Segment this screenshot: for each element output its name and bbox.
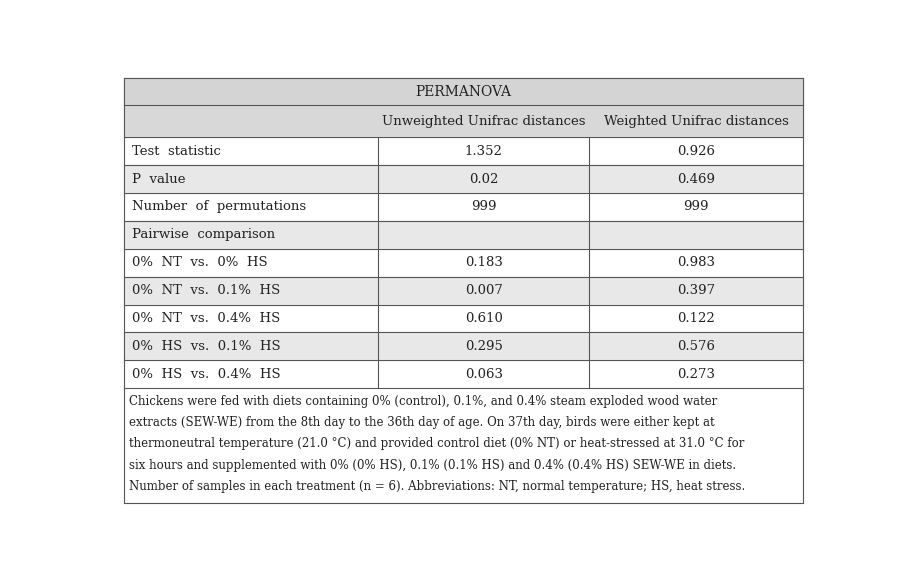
Text: 0.273: 0.273 <box>676 368 714 381</box>
Bar <box>124 388 802 503</box>
Text: Unweighted Unifrac distances: Unweighted Unifrac distances <box>381 115 585 128</box>
Text: P  value: P value <box>132 172 185 186</box>
Text: thermoneutral temperature (21.0 °C) and provided control diet (0% NT) or heat-st: thermoneutral temperature (21.0 °C) and … <box>129 438 744 450</box>
Text: Chickens were fed with diets containing 0% (control), 0.1%, and 0.4% steam explo: Chickens were fed with diets containing … <box>129 395 717 408</box>
Text: 0.469: 0.469 <box>676 172 714 186</box>
Text: 999: 999 <box>470 201 496 213</box>
Text: 0%  NT  vs.  0.4%  HS: 0% NT vs. 0.4% HS <box>132 312 280 325</box>
Text: Number of samples in each treatment (n = 6). Abbreviations: NT, normal temperatu: Number of samples in each treatment (n =… <box>129 480 745 493</box>
Text: Number  of  permutations: Number of permutations <box>132 201 306 213</box>
Text: Test  statistic: Test statistic <box>132 145 220 158</box>
Bar <box>124 249 802 277</box>
Text: six hours and supplemented with 0% (0% HS), 0.1% (0.1% HS) and 0.4% (0.4% HS) SE: six hours and supplemented with 0% (0% H… <box>129 459 735 471</box>
Text: 0.007: 0.007 <box>464 284 502 297</box>
Text: 0.397: 0.397 <box>676 284 714 297</box>
Text: 0.983: 0.983 <box>676 256 714 269</box>
Bar <box>124 105 802 137</box>
Bar <box>124 78 802 105</box>
Text: Weighted Unifrac distances: Weighted Unifrac distances <box>603 115 787 128</box>
Bar <box>124 305 802 332</box>
Text: 0.122: 0.122 <box>676 312 714 325</box>
Text: 0.576: 0.576 <box>676 340 714 353</box>
Text: 0%  HS  vs.  0.1%  HS: 0% HS vs. 0.1% HS <box>132 340 280 353</box>
Text: 0.063: 0.063 <box>464 368 502 381</box>
Text: Pairwise  comparison: Pairwise comparison <box>132 228 275 242</box>
Text: 0.610: 0.610 <box>464 312 502 325</box>
Text: 0%  HS  vs.  0.4%  HS: 0% HS vs. 0.4% HS <box>132 368 280 381</box>
Text: PERMANOVA: PERMANOVA <box>414 85 511 98</box>
Bar <box>124 193 802 221</box>
Text: extracts (SEW-WE) from the 8th day to the 36th day of age. On 37th day, birds we: extracts (SEW-WE) from the 8th day to th… <box>129 416 714 429</box>
Bar <box>124 137 802 165</box>
Text: 0.295: 0.295 <box>464 340 502 353</box>
Text: 0.02: 0.02 <box>469 172 498 186</box>
Bar <box>124 332 802 361</box>
Text: 999: 999 <box>683 201 708 213</box>
Bar <box>124 165 802 193</box>
Bar <box>124 361 802 388</box>
Bar <box>124 221 802 249</box>
Text: 0.183: 0.183 <box>464 256 502 269</box>
Bar <box>124 277 802 305</box>
Text: 0%  NT  vs.  0%  HS: 0% NT vs. 0% HS <box>132 256 267 269</box>
Text: 0.926: 0.926 <box>676 145 714 158</box>
Text: 0%  NT  vs.  0.1%  HS: 0% NT vs. 0.1% HS <box>132 284 280 297</box>
Text: 1.352: 1.352 <box>464 145 502 158</box>
